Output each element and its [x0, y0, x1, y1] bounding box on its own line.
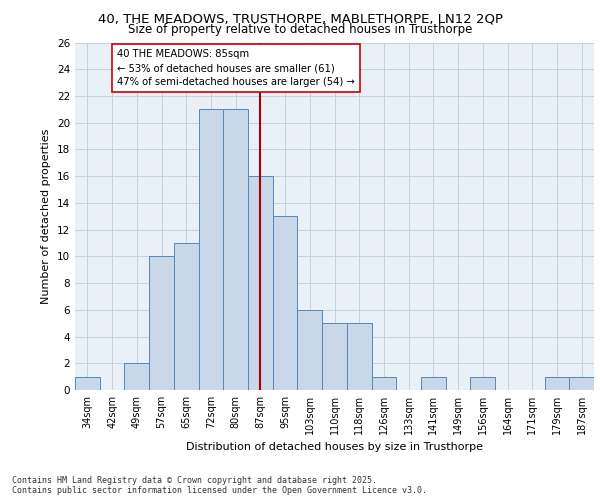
Bar	[174, 243, 199, 390]
X-axis label: Distribution of detached houses by size in Trusthorpe: Distribution of detached houses by size …	[186, 442, 483, 452]
Bar	[199, 110, 223, 390]
Bar	[347, 323, 371, 390]
Bar	[322, 323, 347, 390]
Bar	[223, 110, 248, 390]
Bar	[371, 376, 396, 390]
Text: 40, THE MEADOWS, TRUSTHORPE, MABLETHORPE, LN12 2QP: 40, THE MEADOWS, TRUSTHORPE, MABLETHORPE…	[97, 12, 503, 26]
Bar	[298, 310, 322, 390]
Text: 40 THE MEADOWS: 85sqm
← 53% of detached houses are smaller (61)
47% of semi-deta: 40 THE MEADOWS: 85sqm ← 53% of detached …	[117, 49, 355, 87]
Text: Contains HM Land Registry data © Crown copyright and database right 2025.
Contai: Contains HM Land Registry data © Crown c…	[12, 476, 427, 495]
Bar	[569, 376, 594, 390]
Bar	[248, 176, 273, 390]
Bar	[75, 376, 100, 390]
Bar	[545, 376, 569, 390]
Bar	[273, 216, 298, 390]
Text: Size of property relative to detached houses in Trusthorpe: Size of property relative to detached ho…	[128, 24, 472, 36]
Bar	[470, 376, 495, 390]
Bar	[149, 256, 174, 390]
Bar	[421, 376, 446, 390]
Y-axis label: Number of detached properties: Number of detached properties	[41, 128, 52, 304]
Bar	[124, 364, 149, 390]
